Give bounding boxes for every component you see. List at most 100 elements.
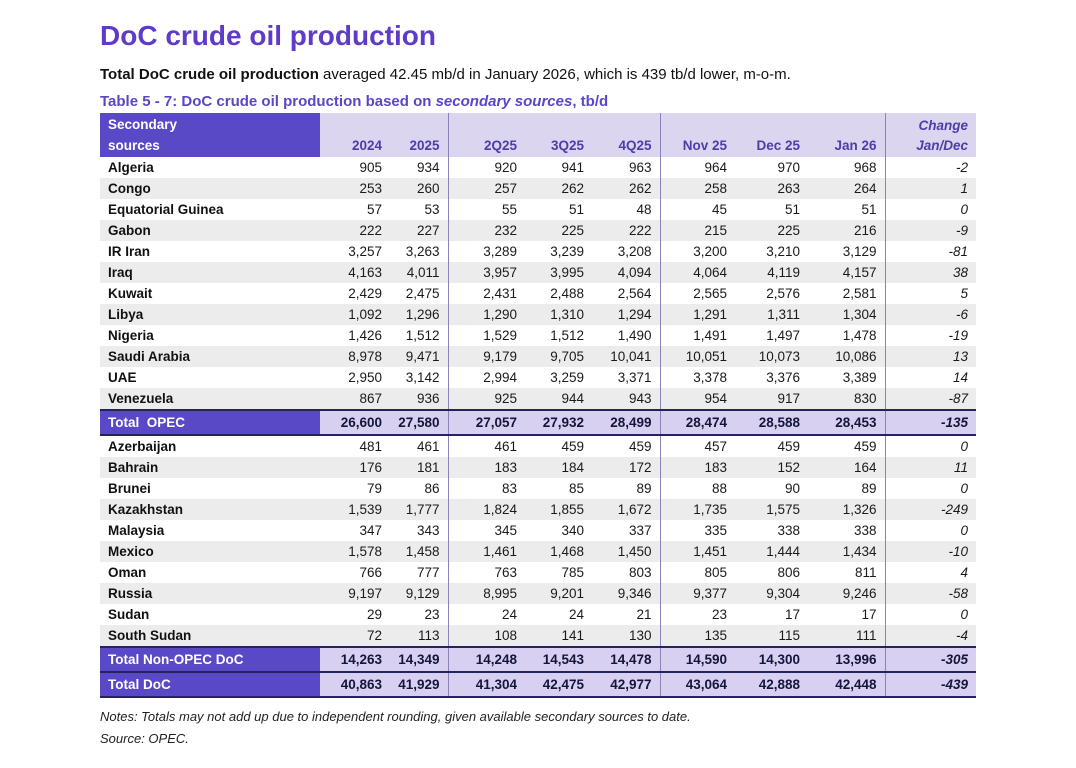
row-label: Total OPEC <box>100 409 320 436</box>
value-cell: 23 <box>711 607 727 622</box>
value-cell: 42,448 <box>808 671 886 698</box>
header-row: Secondary sources 2024 2025 2Q25 3Q25 4Q… <box>100 113 976 157</box>
value-cell: 222 <box>320 220 390 241</box>
value-cell: 27,057 <box>448 409 525 436</box>
value-cell: 1,450 <box>592 541 661 562</box>
change-cell: -10 <box>885 541 976 562</box>
change-cell: -2 <box>955 160 968 175</box>
value-cell: 253 <box>320 178 390 199</box>
row-label: Libya <box>100 304 320 325</box>
change-cell: -439 <box>885 671 976 698</box>
value-cell: 1,461 <box>448 541 525 562</box>
value-cell: 258 <box>660 178 735 199</box>
value-cell: 3,142 <box>390 367 449 388</box>
value-cell: 766 <box>359 565 382 580</box>
value-cell: 964 <box>704 160 727 175</box>
summary-bold-text: Total DoC crude oil production <box>100 66 319 83</box>
value-cell: 1,296 <box>390 304 449 325</box>
value-cell: 459 <box>561 439 584 454</box>
value-cell: 183 <box>448 457 525 478</box>
value-cell: 14,300 <box>735 646 808 673</box>
value-cell: 29 <box>366 607 382 622</box>
value-cell: 14,263 <box>320 646 390 673</box>
value-cell: 4,163 <box>320 262 390 283</box>
row-label: Sudan <box>108 607 150 622</box>
value-cell: 9,304 <box>735 583 808 604</box>
row-label: Brunei <box>108 481 151 496</box>
value-cell: 934 <box>390 157 449 178</box>
value-cell: 4,094 <box>592 262 661 283</box>
value-cell: 3,378 <box>693 370 727 385</box>
value-cell: 24 <box>568 607 584 622</box>
table-row: Equatorial Guinea 57 53 55 51 48 45 51 51 0 <box>100 199 976 220</box>
value-cell: 264 <box>808 178 886 199</box>
change-cell: -249 <box>885 499 976 520</box>
value-cell: 51 <box>568 202 584 217</box>
table-row: Azerbaijan 481 461 461 459 459 457 459 459 0 <box>100 435 976 457</box>
value-cell: 83 <box>501 481 517 496</box>
table-row: Saudi Arabia 8,978 9,471 9,179 9,705 10,041 10… <box>100 346 976 367</box>
value-cell: 481 <box>359 439 382 454</box>
value-cell: 345 <box>494 523 517 538</box>
value-cell: 79 <box>366 481 382 496</box>
value-cell: 216 <box>808 220 886 241</box>
summary-rest-text: averaged 42.45 mb/d in January 2026, whi… <box>318 66 791 83</box>
change-cell: 0 <box>960 481 968 496</box>
value-cell: 347 <box>359 523 382 538</box>
value-cell: 113 <box>390 625 449 647</box>
value-cell: 461 <box>390 435 449 457</box>
value-cell: 1,824 <box>448 499 525 520</box>
value-cell: 763 <box>494 565 517 580</box>
value-cell: 111 <box>808 625 886 647</box>
value-cell: 3,376 <box>766 370 800 385</box>
value-cell: 2,950 <box>348 370 382 385</box>
value-cell: 3,210 <box>766 244 800 259</box>
row-label: Kazakhstan <box>100 499 320 520</box>
value-cell: 14,349 <box>390 646 449 673</box>
value-cell: 459 <box>777 439 800 454</box>
total-row: Total Non-OPEC DoC 14,263 14,349 14,248 14,5… <box>100 646 976 673</box>
report-page: DoC crude oil production Total DoC crude… <box>100 20 976 746</box>
value-cell: 1,311 <box>735 304 808 325</box>
header-2024: 2024 <box>320 113 390 157</box>
value-cell: 215 <box>660 220 735 241</box>
value-cell: 459 <box>592 435 661 457</box>
header-change: Change Jan/Dec <box>885 113 976 157</box>
row-label: Saudi Arabia <box>100 346 320 367</box>
header-2025: 2025 <box>390 113 449 157</box>
change-cell: 11 <box>885 457 976 478</box>
value-cell: 1,777 <box>390 499 449 520</box>
value-cell: 3,263 <box>390 241 449 262</box>
notes-text: Notes: Totals may not add up due to inde… <box>100 709 691 724</box>
change-cell: 0 <box>960 523 968 538</box>
value-cell: 1,294 <box>592 304 661 325</box>
value-cell: 9,129 <box>390 583 449 604</box>
value-cell: 9,705 <box>525 346 592 367</box>
value-cell: 55 <box>501 202 517 217</box>
value-cell: 1,497 <box>766 328 800 343</box>
summary-line: Total DoC crude oil production averaged … <box>100 66 976 83</box>
value-cell: 8,978 <box>320 346 390 367</box>
value-cell: 48 <box>592 199 661 220</box>
value-cell: 9,179 <box>448 346 525 367</box>
header-secondary-sources: Secondary sources <box>100 113 320 157</box>
value-cell: 4,011 <box>390 262 449 283</box>
value-cell: 920 <box>494 160 517 175</box>
value-cell: 23 <box>390 604 449 625</box>
change-cell: -305 <box>885 646 976 673</box>
value-cell: 51 <box>808 199 886 220</box>
table-row: Venezuela 867 936 925 944 943 954 917 830 -87 <box>100 388 976 410</box>
value-cell: 9,471 <box>390 346 449 367</box>
value-cell: 42,888 <box>735 671 808 698</box>
caption-suffix: , tb/d <box>572 93 609 110</box>
value-cell: 28,453 <box>808 409 886 436</box>
value-cell: 172 <box>592 457 661 478</box>
row-label: Malaysia <box>108 523 165 538</box>
value-cell: 1,434 <box>808 541 886 562</box>
table-caption: Table 5 - 7: DoC crude oil production ba… <box>100 93 976 110</box>
total-row: Total DoC 40,863 41,929 41,304 42,475 42,977 4… <box>100 671 976 698</box>
row-label: Iraq <box>100 262 320 283</box>
value-cell: 830 <box>808 388 886 410</box>
table-row: Congo 253 260 257 262 262 258 263 264 1 <box>100 178 976 199</box>
value-cell: 27,932 <box>525 409 592 436</box>
